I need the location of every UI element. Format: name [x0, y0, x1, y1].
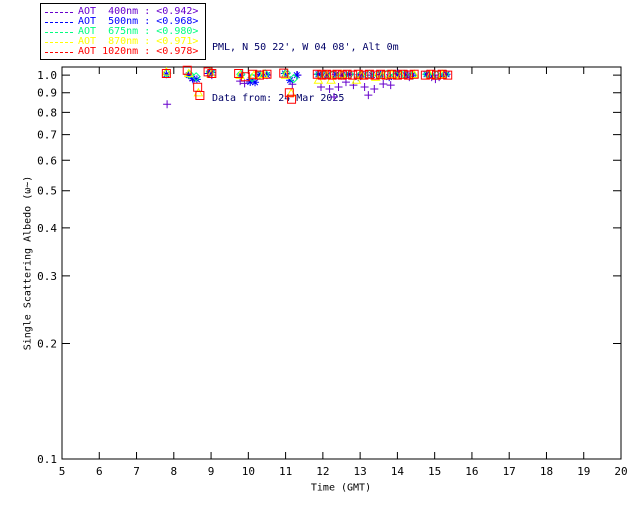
y-tick-label: 0.3	[37, 270, 57, 283]
legend-line-sample	[45, 41, 73, 43]
legend-row: AOT 1020nm : <0.978>	[45, 47, 201, 57]
y-tick-label: 1.0	[37, 69, 57, 82]
y-tick-label: 0.2	[37, 337, 57, 350]
x-tick-label: 9	[208, 465, 215, 478]
x-tick-label: 20	[614, 465, 627, 478]
x-tick-label: 8	[170, 465, 177, 478]
legend-label: AOT 1020nm : <0.978>	[78, 46, 199, 57]
x-tick-label: 16	[465, 465, 478, 478]
legend-line-sample	[45, 51, 73, 53]
x-tick-label: 5	[59, 465, 66, 478]
x-tick-label: 13	[354, 465, 367, 478]
site-title: PML, N 50 22', W 04 08', Alt 0m	[212, 42, 399, 53]
x-tick-label: 10	[242, 465, 255, 478]
x-tick-label: 19	[577, 465, 590, 478]
legend-label: AOT 500nm : <0.968>	[78, 16, 199, 27]
x-tick-label: 6	[96, 465, 103, 478]
x-tick-label: 17	[503, 465, 516, 478]
legend-label: AOT 675nm : <0.980>	[78, 26, 199, 37]
x-tick-label: 18	[540, 465, 553, 478]
x-tick-label: 14	[391, 465, 405, 478]
legend-row: AOT 400nm : <0.942>	[45, 7, 201, 17]
x-tick-label: 11	[279, 465, 292, 478]
y-tick-label: 0.7	[37, 129, 57, 142]
legend-label: AOT 400nm : <0.942>	[78, 6, 199, 17]
legend-row: AOT 500nm : <0.968>	[45, 17, 201, 27]
date-subtitle: Data from: 24 Mar 2025	[212, 93, 345, 104]
y-tick-label: 0.1	[37, 453, 57, 466]
plot-frame	[61, 66, 622, 460]
y-tick-label: 0.5	[37, 185, 57, 198]
y-axis-title: Single Scattering Albedo (ω~)	[22, 175, 34, 351]
legend-label: AOT 870nm : <0.971>	[78, 36, 199, 47]
series-markers-aot-1020nm	[161, 65, 453, 104]
y-tick-label: 0.8	[37, 106, 57, 119]
legend-box: AOT 400nm : <0.942> AOT 500nm : <0.968> AO…	[40, 3, 206, 60]
legend-line-sample	[45, 11, 73, 13]
x-tick-label: 12	[316, 465, 329, 478]
y-tick-label: 0.4	[37, 222, 57, 235]
plot-header: PML, N 50 22', W 04 08', Alt 0m Data fro…	[212, 5, 399, 141]
axis-ticks	[61, 67, 622, 460]
x-tick-label: 7	[133, 465, 140, 478]
x-axis-title: Time (GMT)	[310, 482, 372, 494]
legend-row: AOT 675nm : <0.980>	[45, 27, 201, 37]
legend-line-sample	[45, 31, 73, 33]
legend-row: AOT 870nm : <0.971>	[45, 37, 201, 47]
y-tick-label: 0.6	[37, 154, 57, 167]
y-tick-label: 0.9	[37, 87, 57, 100]
legend-line-sample	[45, 21, 73, 23]
series-markers-aot-870nm	[161, 66, 447, 97]
x-tick-label: 15	[428, 465, 441, 478]
